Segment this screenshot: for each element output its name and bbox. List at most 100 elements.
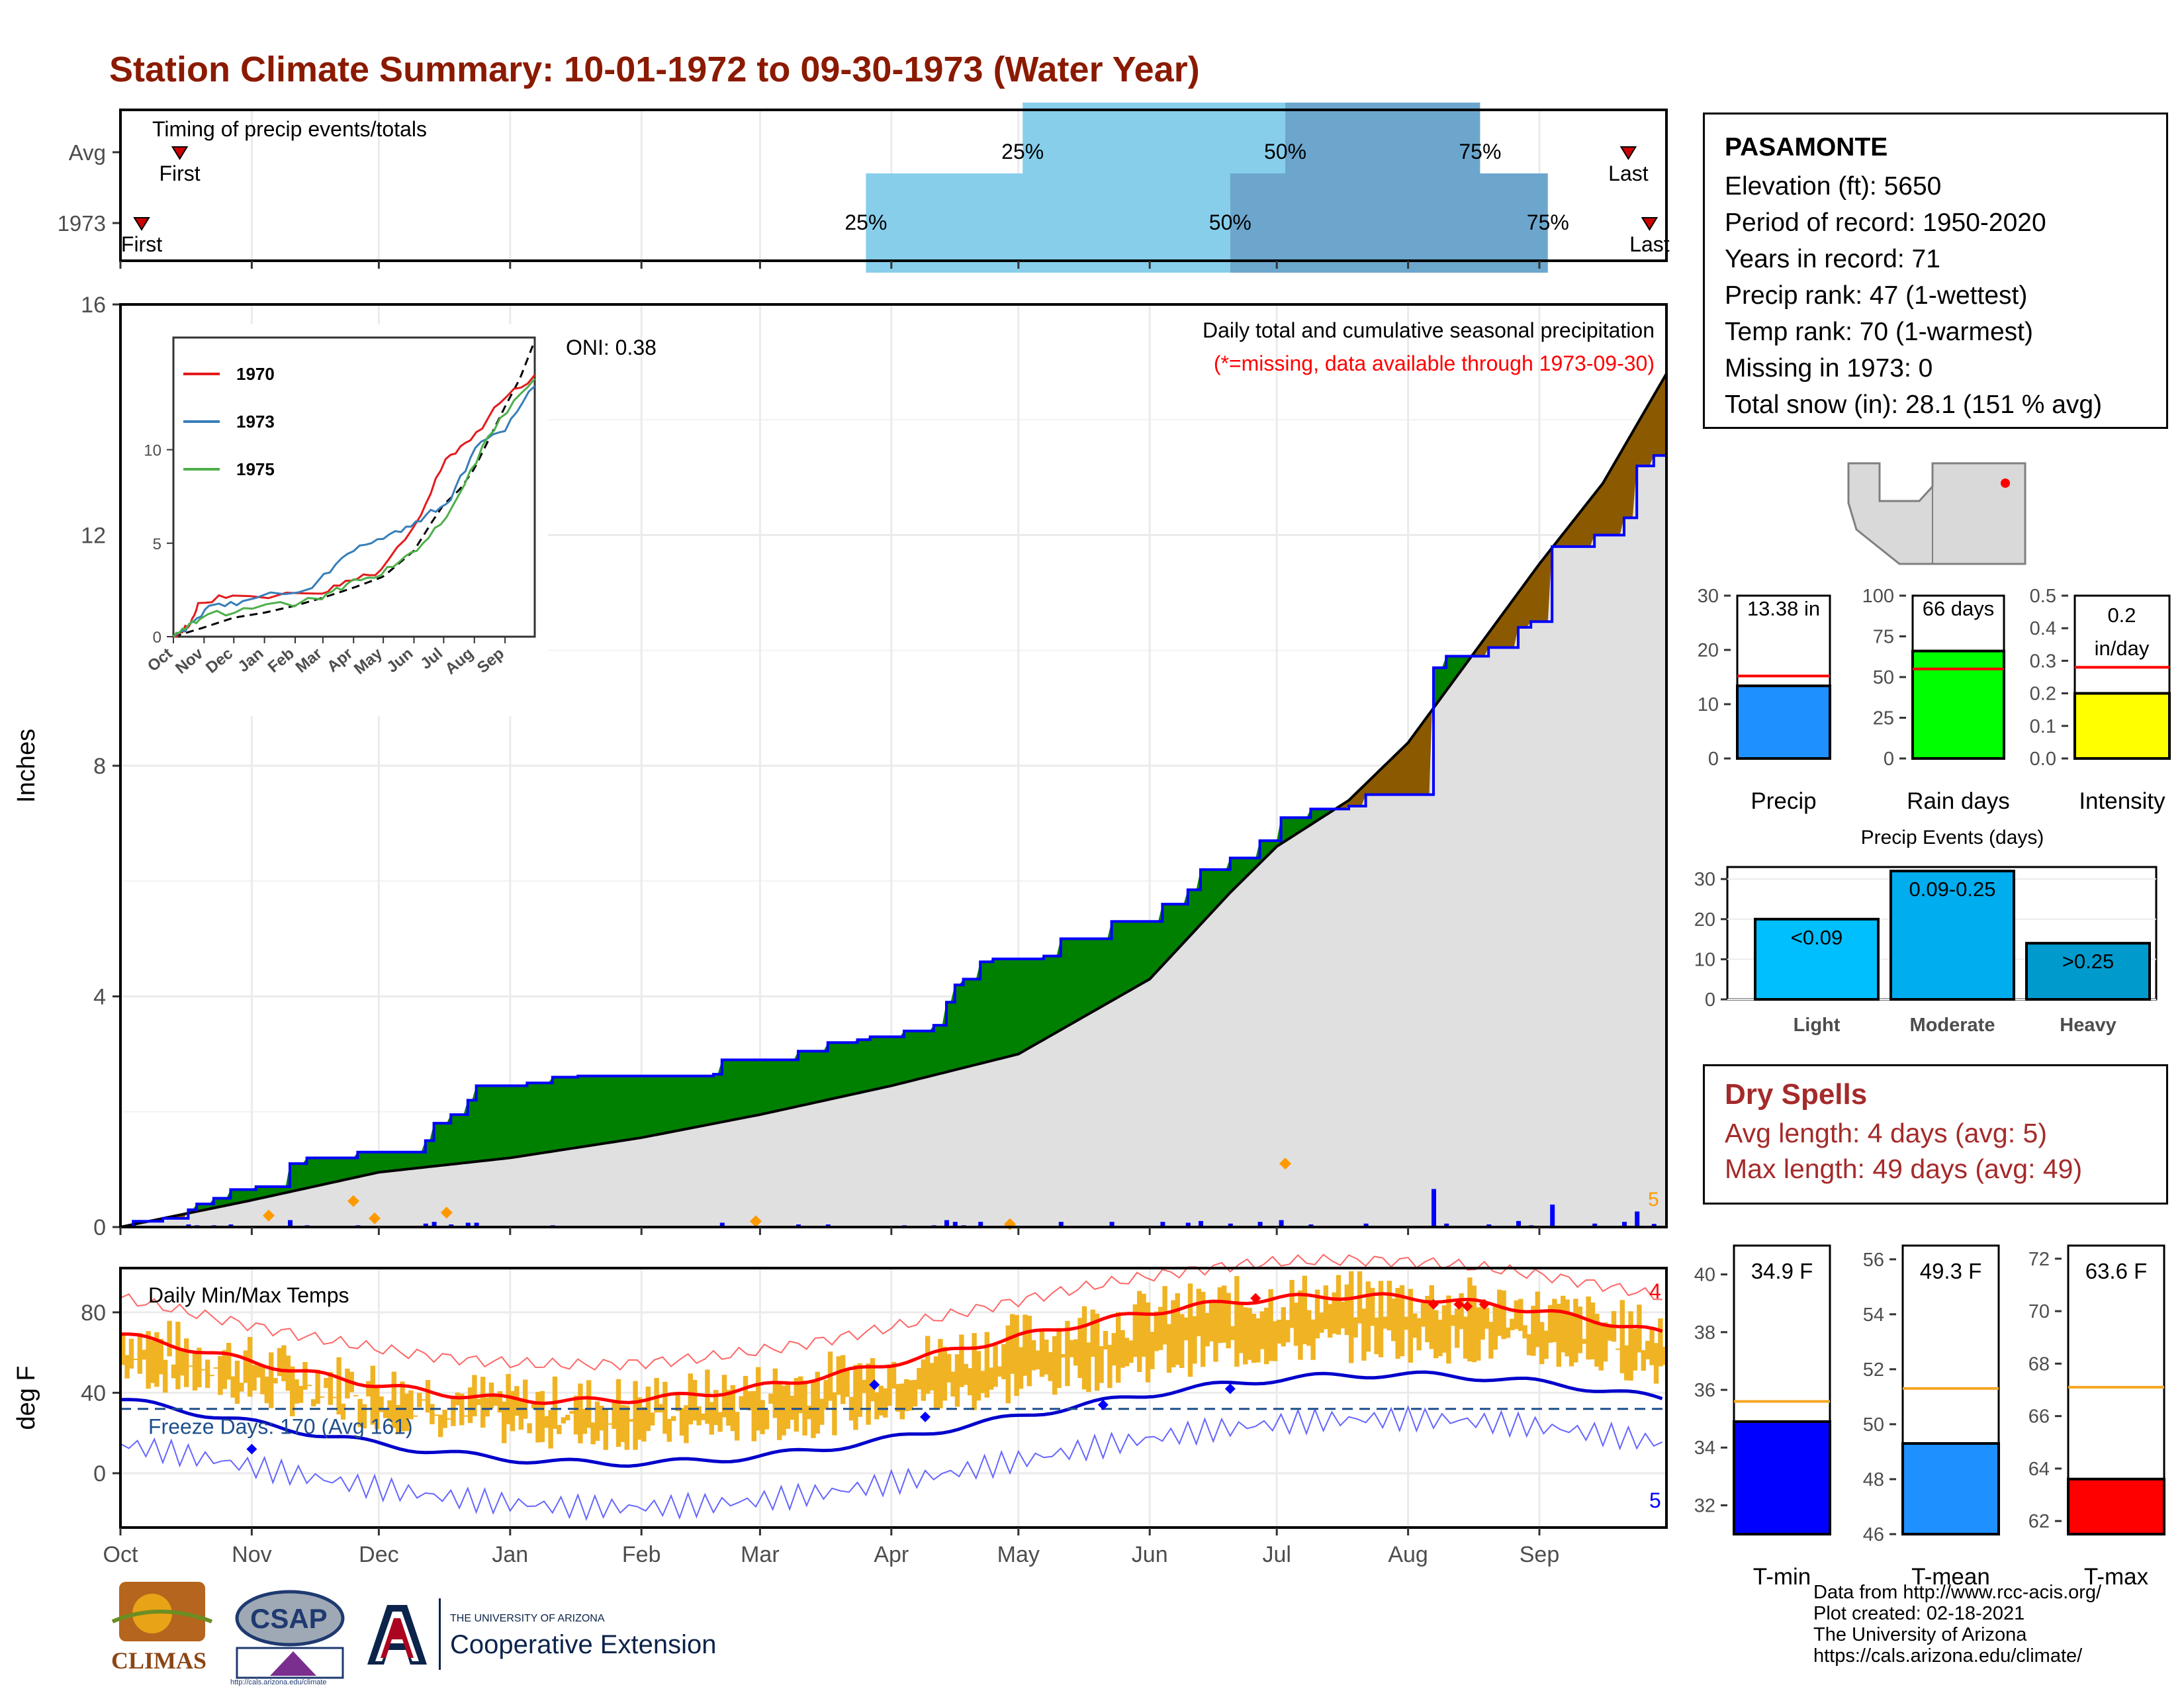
temp-daily-bar: [739, 1396, 744, 1409]
temp-daily-bar: [1569, 1312, 1574, 1367]
temp-daily-bar: [874, 1392, 880, 1420]
temp-stat-t-min-bar: [1733, 1420, 1831, 1535]
temp-daily-bar: [1255, 1318, 1261, 1363]
temp-daily-bar: [264, 1376, 269, 1404]
temp-daily-bar: [1145, 1302, 1151, 1383]
timing-last-label: Last: [1629, 232, 1670, 256]
temp-daily-bar: [1323, 1285, 1328, 1330]
temp-daily-bar: [1208, 1301, 1214, 1342]
temp-daily-bar: [285, 1355, 291, 1391]
temp-record-low-marker: [246, 1443, 257, 1455]
temp-daily-bar: [218, 1356, 223, 1395]
temp-daily-bar: [726, 1390, 731, 1426]
temp-daily-bar: [1370, 1287, 1375, 1326]
temp-daily-bar: [1561, 1295, 1566, 1353]
temp-daily-bar: [1298, 1290, 1303, 1360]
temp-daily-bar: [1310, 1319, 1316, 1360]
temp-daily-bar: [353, 1394, 359, 1396]
temp-daily-bar: [1077, 1318, 1083, 1379]
temp-daily-bar: [1378, 1281, 1384, 1357]
temp-daily-bar: [806, 1405, 812, 1420]
temp-stat-t-mean-ytick-label: 46: [1863, 1524, 1884, 1545]
temp-daily-bar: [277, 1348, 283, 1377]
temp-daily-bar: [230, 1376, 236, 1398]
temp-daily-bar: [1590, 1303, 1596, 1359]
precip-ytick-label: 0: [93, 1215, 106, 1240]
temp-daily-bar: [1429, 1285, 1434, 1349]
temp-daily-bar: [387, 1400, 392, 1422]
temp-daily-bar: [1293, 1303, 1299, 1346]
timing-bar-25-50: [866, 173, 1230, 273]
temp-daily-bar: [1628, 1311, 1633, 1381]
temp-daily-bar: [709, 1402, 714, 1435]
temp-daily-bar: [197, 1348, 202, 1388]
ua-logo-big-text: Cooperative Extension: [450, 1630, 717, 1659]
inset-series-1970: [173, 374, 536, 638]
precip-daily-bar: [1363, 1223, 1369, 1227]
temp-daily-bar: [366, 1381, 371, 1396]
precip-daily-bar: [1279, 1220, 1284, 1227]
temp-daily-bar: [1048, 1351, 1053, 1381]
stat-rain-days-ytick-label: 25: [1873, 708, 1894, 729]
temp-daily-bar: [1044, 1340, 1049, 1375]
precip-daily-bar: [288, 1220, 293, 1227]
temp-daily-bar: [1408, 1289, 1413, 1363]
temp-daily-bar: [899, 1383, 905, 1420]
temp-daily-bar: [1543, 1330, 1549, 1359]
temp-daily-bar: [192, 1351, 198, 1391]
csap-logo: CSAP http://cals.arizona.edu/climate: [230, 1588, 349, 1688]
temp-daily-bar: [1484, 1307, 1490, 1329]
temp-daily-bar: [1641, 1349, 1646, 1371]
temp-daily-bar: [1391, 1298, 1396, 1342]
timing-first-marker: [133, 217, 150, 231]
temp-record-min-line: [120, 1404, 1663, 1522]
temp-daily-bar: [790, 1395, 795, 1420]
stat-rain-days-ytick-label: 0: [1884, 749, 1894, 770]
precip-snow-marker: [263, 1209, 275, 1222]
precip-panel-border: [119, 303, 1668, 1228]
temp-daily-bar: [798, 1376, 803, 1414]
inset-legend-label: 1973: [236, 412, 275, 432]
station-period: Period of record: 1950-2020: [1725, 208, 2046, 237]
credit-data-source: Data from http://www.rcc-acis.org/: [1813, 1582, 2102, 1603]
events-ytick-label: 20: [1694, 909, 1715, 931]
temp-daily-bar: [1441, 1305, 1447, 1353]
temp-daily-bar: [442, 1410, 447, 1428]
temp-daily-bar: [1488, 1322, 1494, 1359]
inset-legend-label: 1975: [236, 459, 275, 479]
temp-daily-bar: [1014, 1314, 1019, 1396]
events-xtick-label: Heavy: [2060, 1015, 2116, 1036]
temp-xtick-label: Jul: [1262, 1542, 1291, 1567]
temp-daily-bar: [1099, 1346, 1104, 1383]
temp-stat-t-max-value: 63.6 F: [2085, 1259, 2148, 1283]
temp-daily-bar: [433, 1414, 439, 1416]
temp-daily-bar: [306, 1385, 312, 1387]
temp-xtick-label: Jan: [492, 1542, 528, 1567]
temp-daily-bar: [1340, 1301, 1345, 1329]
precip-daily-bar: [952, 1222, 958, 1227]
temp-daily-bar: [1573, 1299, 1578, 1363]
temp-daily-bar: [582, 1408, 587, 1434]
temp-daily-bar: [1624, 1345, 1629, 1381]
temp-daily-bar: [772, 1368, 778, 1418]
temp-daily-bar: [175, 1322, 181, 1390]
temp-daily-bar: [1196, 1289, 1201, 1336]
temp-daily-bar: [213, 1367, 219, 1369]
main-charts: Timing of precip events/totals 25% 50% 75% F…: [13, 103, 1670, 1567]
precip-ytick-label: 4: [93, 985, 106, 1010]
temp-daily-bar: [497, 1391, 502, 1413]
temp-daily-bar: [1586, 1296, 1591, 1360]
temp-daily-bar: [1026, 1316, 1032, 1387]
precip-snow-marker: [1279, 1158, 1291, 1170]
events-bar-moderate: [1889, 870, 2015, 1001]
temp-daily-bar: [1637, 1304, 1642, 1353]
temp-daily-bar: [480, 1377, 486, 1428]
temp-daily-bar: [671, 1416, 676, 1421]
temp-daily-bar: [1281, 1307, 1286, 1347]
precip-daily-bar: [1592, 1223, 1598, 1227]
ua-logo: THE UNIVERSITY OF ARIZONA Cooperative Ex…: [361, 1598, 745, 1671]
temp-daily-bar: [1446, 1295, 1451, 1364]
temp-daily-bar: [1412, 1313, 1418, 1338]
temp-xtick-label: Jun: [1132, 1542, 1168, 1567]
inset-ytick-label: 10: [144, 442, 161, 460]
